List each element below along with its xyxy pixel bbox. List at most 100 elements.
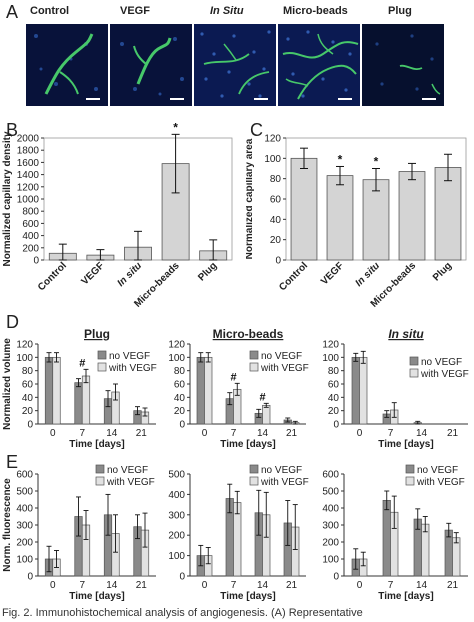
category-label-plug: Plug [431, 260, 454, 283]
y-tick-label: 0 [27, 572, 33, 583]
y-tick-label: 200 [22, 243, 39, 254]
bar-no-vegf-0 [44, 356, 54, 425]
y-tick-label: 40 [174, 393, 186, 404]
y-tick-label: 1600 [17, 158, 40, 169]
bar-with-vegf-14 [262, 404, 271, 425]
legend-swatch-with-vegf [95, 476, 105, 486]
legend-label-with-vegf: with VEGF [106, 477, 155, 488]
legend-label-no-vegf: no VEGF [421, 357, 462, 368]
legend-swatch-with-vegf [249, 476, 259, 486]
y-tick-label: 200 [322, 538, 339, 549]
chart-volume-micro-beads: 0 20 40 60 80 100 120 Micro-beads 0 #7 #14 21 Time [… [168, 327, 309, 450]
x-tick-label-14: 14 [257, 580, 269, 591]
y-tick-label: 100 [322, 353, 339, 364]
micrograph-title-in-situ: In Situ [210, 5, 244, 17]
x-tick-label-21: 21 [447, 580, 459, 591]
x-tick-label-14: 14 [416, 580, 428, 591]
micrograph-plug [362, 24, 445, 106]
y-tick-label: 0 [333, 572, 339, 583]
y-tick-label: 800 [22, 207, 39, 218]
category-label-in-situ: In situ [116, 260, 145, 289]
y-tick-label: 100 [168, 551, 185, 562]
x-tick-label-21: 21 [136, 580, 148, 591]
y-tick-label: 500 [16, 487, 33, 498]
micrograph-title-vegf: VEGF [120, 5, 150, 17]
legend-label-no-vegf: no VEGF [261, 465, 302, 476]
y-tick-label: 400 [22, 231, 39, 242]
y-tick-label: 200 [168, 531, 185, 542]
legend-label-with-vegf: with VEGF [420, 369, 469, 380]
y-tick-label: 2000 [17, 134, 40, 145]
y-tick-label: 200 [16, 538, 33, 549]
bar-with-vegf-21 [452, 537, 461, 577]
legend-label-with-vegf: with VEGF [260, 363, 309, 374]
bar-no-vegf-0 [196, 356, 205, 425]
y-tick-label: 120 [322, 340, 339, 351]
y-tick-label: 60 [270, 195, 282, 206]
legend-label-with-vegf: with VEGF [416, 477, 465, 488]
y-tick-label: 100 [16, 353, 33, 364]
y-tick-label: 80 [270, 174, 282, 185]
x-axis-label: Time [days] [220, 439, 275, 450]
y-tick-label: 60 [22, 380, 34, 391]
bar-control [290, 157, 318, 261]
bar-no-vegf-0 [351, 356, 360, 425]
y-tick-label: 80 [22, 366, 34, 377]
y-tick-label: 600 [322, 470, 339, 481]
x-axis-label: Time [days] [69, 591, 124, 602]
chart-title: Plug [84, 327, 110, 341]
y-tick-label: 0 [179, 572, 185, 583]
chart-capillary-area: 0 20 40 60 80 100 120 Normalized capillary area… [246, 134, 467, 310]
micrograph-title-control: Control [30, 5, 70, 17]
y-tick-label: 1400 [17, 170, 40, 181]
panel-label-c: C [250, 120, 263, 140]
y-tick-label: 400 [16, 504, 33, 515]
x-axis-label: Time [days] [69, 439, 124, 450]
y-tick-label: 300 [168, 510, 185, 521]
y-tick-label: 300 [322, 521, 339, 532]
x-tick-label-21: 21 [136, 428, 148, 439]
category-label-vegf: VEGF [319, 260, 346, 287]
category-label-control: Control [277, 260, 310, 293]
y-tick-label: 400 [322, 504, 339, 515]
micrograph-micro-beads [278, 24, 361, 106]
y-axis-label: Normalized capillary density [2, 131, 13, 266]
legend-label-with-vegf: with VEGF [260, 477, 309, 488]
y-tick-label: 1800 [17, 146, 40, 157]
significance-marker: # [259, 391, 265, 403]
bar-with-vegf-0 [52, 356, 61, 425]
y-tick-label: 1200 [17, 182, 40, 193]
panel-label-a: A [6, 2, 19, 22]
chart-fluorescence-2: 0 100 200 300 400 500 0 7 14 21 Time [days] no VEGF… [168, 464, 309, 602]
micrograph-in-situ [194, 24, 277, 106]
legend-swatch-with-vegf [409, 368, 419, 378]
bar-no-vegf-7 [74, 382, 83, 425]
x-tick-label-0: 0 [357, 580, 363, 591]
x-tick-label-21: 21 [286, 580, 298, 591]
x-tick-label-14: 14 [416, 428, 428, 439]
x-tick-label-21: 21 [447, 428, 459, 439]
y-tick-label: 0 [33, 256, 39, 267]
x-tick-label-0: 0 [50, 428, 56, 439]
y-axis-label: Normalized capillary area [246, 138, 255, 259]
y-tick-label: 400 [168, 490, 185, 501]
legend-swatch-with-vegf [405, 476, 415, 486]
legend-swatch-no-vegf [249, 464, 259, 474]
legend-swatch-with-vegf [249, 362, 259, 372]
y-tick-label: 0 [275, 256, 281, 267]
bar-no-vegf-7 [382, 499, 391, 577]
chart-title: Micro-beads [213, 327, 284, 341]
panel-label-d: D [6, 312, 19, 332]
bar-with-vegf-0 [359, 356, 368, 425]
category-label-vegf: VEGF [79, 260, 106, 287]
micrograph-title-plug: Plug [388, 5, 412, 17]
legend-swatch-no-vegf [405, 464, 415, 474]
bar-with-vegf-7 [81, 375, 91, 425]
bar-with-vegf-0 [204, 356, 213, 425]
y-tick-label: 500 [168, 470, 185, 481]
y-tick-label: 120 [264, 134, 281, 145]
x-tick-label-7: 7 [79, 580, 85, 591]
